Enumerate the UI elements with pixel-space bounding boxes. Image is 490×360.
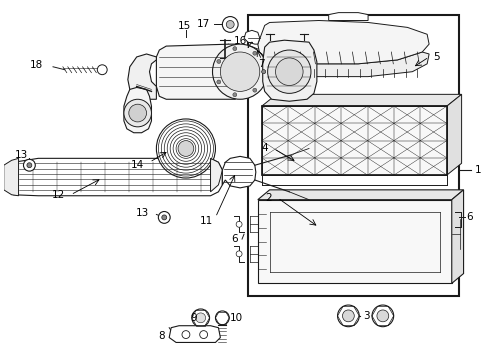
Text: 15: 15 [177,21,191,31]
Polygon shape [329,13,368,21]
Polygon shape [211,158,222,192]
Text: 14: 14 [130,160,144,170]
Circle shape [262,70,266,74]
Text: 7: 7 [258,59,265,69]
Circle shape [216,311,229,325]
Circle shape [162,215,167,220]
Circle shape [253,51,257,55]
Circle shape [156,119,216,178]
Circle shape [24,159,35,171]
Circle shape [275,58,303,85]
Text: 13: 13 [15,150,28,161]
Text: 1: 1 [474,165,481,175]
Circle shape [182,330,190,338]
Circle shape [220,52,260,91]
Circle shape [233,47,237,51]
Circle shape [213,44,268,99]
Text: 13: 13 [136,208,149,219]
Polygon shape [128,54,156,99]
Circle shape [338,305,359,327]
Text: 12: 12 [51,190,65,200]
Polygon shape [262,106,447,175]
Circle shape [217,59,221,63]
Text: 18: 18 [30,60,43,70]
Polygon shape [156,44,240,99]
Polygon shape [262,94,462,106]
Circle shape [178,141,194,156]
Bar [248,15,459,296]
Circle shape [200,330,208,338]
Text: 5: 5 [433,52,440,62]
Circle shape [253,88,257,92]
Text: 16: 16 [234,36,247,46]
Text: 2: 2 [265,193,271,203]
Text: 3: 3 [363,311,370,321]
Polygon shape [169,326,220,342]
Polygon shape [258,52,429,77]
Text: 8: 8 [159,330,165,341]
Circle shape [236,221,242,227]
Circle shape [222,17,238,32]
Text: 4: 4 [261,144,268,153]
Polygon shape [447,94,462,175]
Text: 10: 10 [230,313,244,323]
Circle shape [27,163,32,168]
Polygon shape [124,87,151,133]
Polygon shape [452,190,464,283]
Circle shape [233,93,237,97]
Text: 17: 17 [197,19,211,30]
Circle shape [236,251,242,257]
Circle shape [268,50,311,93]
Circle shape [98,65,107,75]
Circle shape [372,305,393,327]
Text: 6: 6 [466,212,473,222]
Circle shape [124,99,151,127]
Circle shape [196,313,206,323]
Polygon shape [4,158,19,196]
Polygon shape [258,21,429,64]
Polygon shape [263,40,317,101]
Polygon shape [222,156,256,188]
Polygon shape [258,190,464,200]
Polygon shape [258,200,452,283]
Circle shape [192,309,210,327]
Circle shape [343,310,354,322]
Circle shape [217,80,221,84]
Circle shape [158,212,170,223]
Circle shape [377,310,389,322]
Text: 6: 6 [231,234,238,244]
Polygon shape [244,30,260,44]
Circle shape [129,104,147,122]
Text: 9: 9 [190,313,197,323]
Circle shape [262,70,266,74]
Text: 11: 11 [200,216,214,226]
Polygon shape [4,158,222,196]
Circle shape [226,21,234,28]
